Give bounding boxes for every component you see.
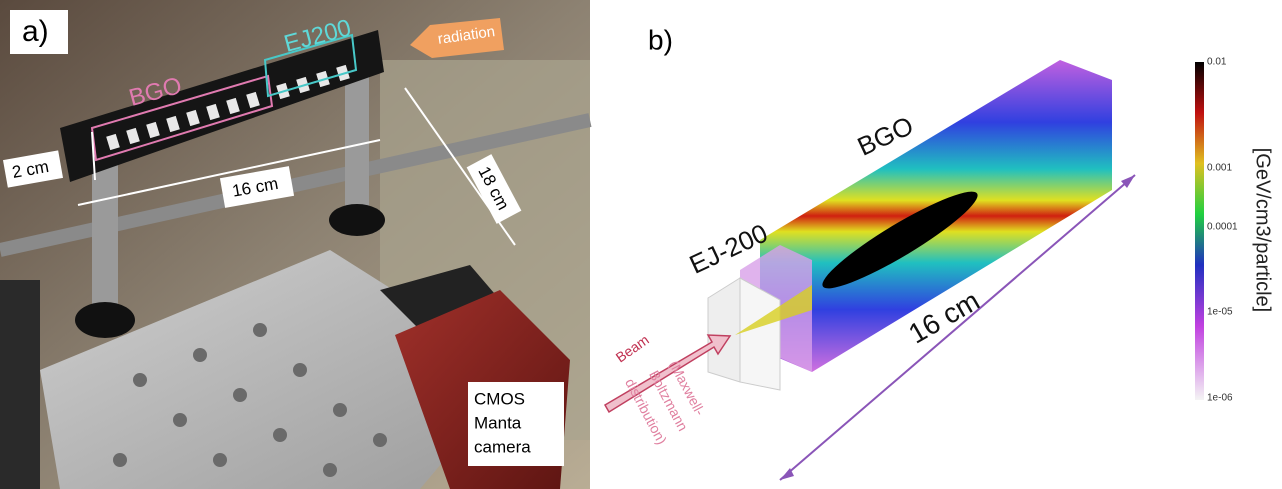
panel-label: a)	[22, 15, 49, 48]
page: {"panel_a": {"label": "a)", "detector": …	[0, 0, 1282, 489]
panel-label: b)	[648, 24, 673, 55]
camera-label: Manta	[474, 413, 522, 432]
post-holder	[329, 204, 385, 236]
colorbar-tick-label: 0.01	[1207, 57, 1227, 68]
colorbar-tick-label: 1e-06	[1207, 393, 1233, 404]
camera-label: camera	[474, 437, 531, 456]
colorbar-tick-label: 0.001	[1207, 163, 1232, 174]
colorbar-label: [GeV/cm3/particle]	[1252, 148, 1274, 313]
camera-label: CMOS	[474, 389, 525, 408]
beam-label: Beam	[613, 331, 652, 365]
colorbar	[1195, 62, 1204, 400]
colorbar-tick-label: 0.0001	[1207, 222, 1238, 233]
post-holder	[75, 302, 135, 338]
box	[0, 280, 40, 489]
front-face	[708, 278, 740, 382]
figure: a) EJ200 BGO radiation 2 cm 16 cm 18 cm …	[0, 0, 1282, 489]
colorbar-tick-label: 1e-05	[1207, 307, 1233, 318]
